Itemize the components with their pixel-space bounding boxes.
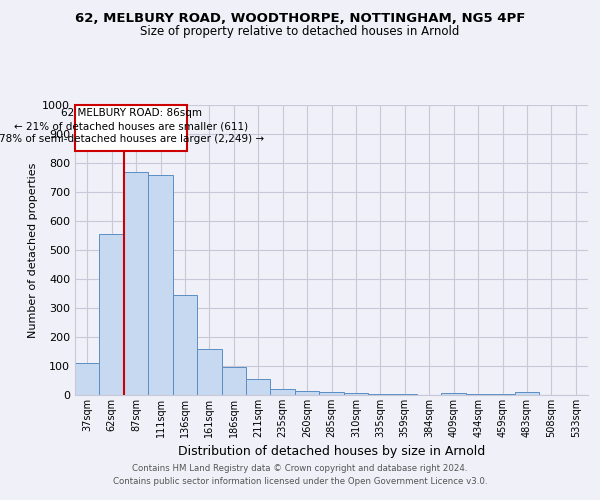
- Bar: [368, 394, 392, 395]
- Text: ← 21% of detached houses are smaller (611): ← 21% of detached houses are smaller (61…: [14, 121, 248, 131]
- Bar: [197, 348, 221, 395]
- Bar: [173, 295, 197, 395]
- Bar: [344, 392, 368, 395]
- Text: 78% of semi-detached houses are larger (2,249) →: 78% of semi-detached houses are larger (…: [0, 134, 264, 144]
- Text: Contains HM Land Registry data © Crown copyright and database right 2024.: Contains HM Land Registry data © Crown c…: [132, 464, 468, 473]
- Bar: [100, 234, 124, 395]
- Bar: [246, 379, 271, 395]
- Bar: [124, 172, 148, 395]
- Bar: [466, 394, 490, 395]
- Bar: [490, 394, 515, 395]
- Bar: [148, 174, 173, 395]
- Bar: [392, 394, 417, 395]
- Bar: [442, 392, 466, 395]
- Bar: [75, 363, 100, 395]
- X-axis label: Distribution of detached houses by size in Arnold: Distribution of detached houses by size …: [178, 446, 485, 458]
- Bar: [515, 392, 539, 395]
- Text: 62, MELBURY ROAD, WOODTHORPE, NOTTINGHAM, NG5 4PF: 62, MELBURY ROAD, WOODTHORPE, NOTTINGHAM…: [75, 12, 525, 26]
- Text: Contains public sector information licensed under the Open Government Licence v3: Contains public sector information licen…: [113, 478, 487, 486]
- Text: Size of property relative to detached houses in Arnold: Size of property relative to detached ho…: [140, 25, 460, 38]
- FancyBboxPatch shape: [75, 105, 187, 152]
- Bar: [295, 391, 319, 395]
- Bar: [319, 392, 344, 395]
- Y-axis label: Number of detached properties: Number of detached properties: [28, 162, 38, 338]
- Bar: [271, 389, 295, 395]
- Text: 62 MELBURY ROAD: 86sqm: 62 MELBURY ROAD: 86sqm: [61, 108, 202, 118]
- Bar: [221, 368, 246, 395]
